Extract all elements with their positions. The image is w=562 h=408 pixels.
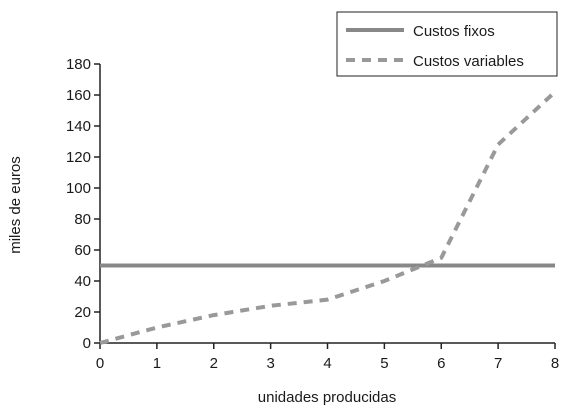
legend-label-custos-variables: Custos variables (413, 53, 524, 70)
legend-label-custos-fixos: Custos fixos (413, 23, 495, 40)
x-tick-label: 4 (323, 355, 331, 372)
y-tick-label: 0 (83, 335, 91, 352)
x-axis-ticks: 0 1 2 3 4 5 6 7 8 (96, 343, 559, 372)
x-tick-label: 0 (96, 355, 104, 372)
series-layer (99, 90, 557, 345)
x-tick-label: 3 (266, 355, 274, 372)
legend-box (336, 11, 558, 77)
y-tick-label: 40 (74, 273, 91, 290)
plot-area: 0 20 40 60 80 100 120 140 160 180 0 1 2 3 4 5 6 7 8 (66, 56, 559, 372)
legend: Custos fixos Custos variables (336, 11, 558, 77)
x-tick-label: 6 (437, 355, 445, 372)
x-tick-label: 1 (153, 355, 161, 372)
y-tick-label: 80 (74, 211, 91, 228)
y-tick-label: 120 (66, 149, 91, 166)
x-tick-label: 5 (380, 355, 388, 372)
y-tick-label: 100 (66, 180, 91, 197)
y-tick-label: 160 (66, 87, 91, 104)
x-tick-label: 2 (210, 355, 218, 372)
y-tick-label: 60 (74, 242, 91, 259)
y-tick-label: 20 (74, 304, 91, 321)
y-axis-label: miles de euros (7, 156, 24, 254)
x-tick-label: 8 (551, 355, 559, 372)
x-tick-label: 7 (494, 355, 502, 372)
series-line-custos-variables (99, 90, 557, 345)
y-tick-label: 180 (66, 56, 91, 73)
x-axis-label: unidades producidas (258, 389, 396, 406)
y-tick-label: 140 (66, 118, 91, 135)
y-axis-ticks: 0 20 40 60 80 100 120 140 160 180 (66, 56, 100, 352)
